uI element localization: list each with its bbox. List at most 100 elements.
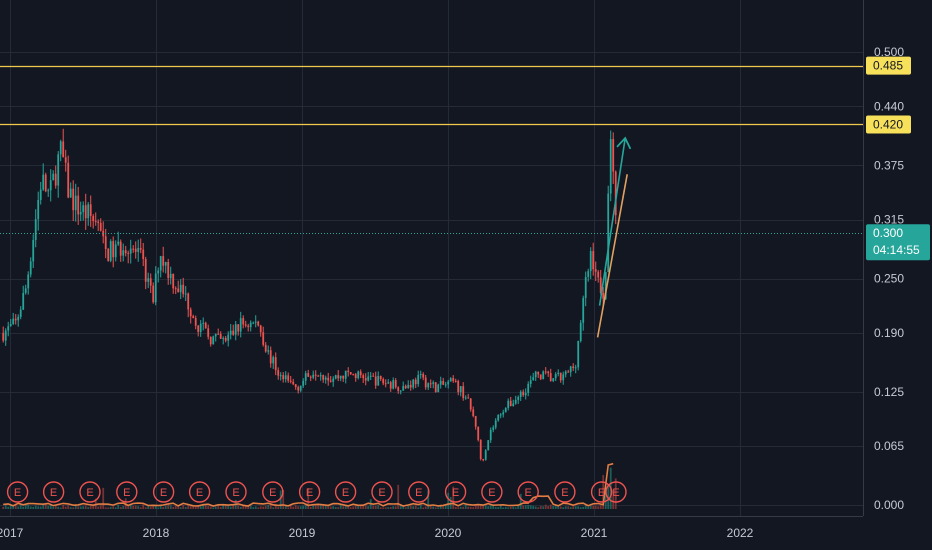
candle-body [385,383,387,384]
candle-body [500,414,502,415]
candle-body [610,139,612,194]
candle-body [430,383,432,384]
candle-body [180,285,182,292]
earnings-marker-label: E [14,487,21,499]
candle-body [422,374,424,378]
volume-bar [337,507,339,509]
candle-body [195,318,197,326]
candle-body [250,323,252,327]
candle-body [565,372,567,375]
earnings-marker-label: E [269,487,276,499]
volume-bar [462,507,464,509]
candle-body [22,293,24,310]
candle-body [482,459,484,460]
volume-bar [270,505,272,509]
volume-bar [45,505,47,509]
candle-body [507,401,509,408]
candle-body [182,285,184,294]
volume-bar [425,506,427,509]
volume-bar [352,506,354,509]
candle-body [315,375,317,376]
time-tick-label: 2017 [0,526,24,540]
candle-body [367,377,369,381]
volume-bar [40,507,42,509]
volume-bar [37,506,39,509]
candle-body [207,328,209,337]
volume-bar [332,506,334,509]
candle-body [612,139,614,172]
volume-bar [545,505,547,509]
volume-bar [140,507,142,509]
volume-bar [470,507,472,509]
candle-body [310,377,312,378]
volume-bar [415,506,417,509]
volume-bar [257,507,259,509]
candle-body [397,387,399,391]
volume-bar [477,505,479,509]
volume-bar [597,506,599,509]
volume-bar [82,506,84,509]
candle-body [602,293,604,299]
volume-bar [7,507,9,509]
volume-bar [110,507,112,509]
candle-body [165,262,167,266]
candle-body [345,371,347,379]
candle-body [87,204,89,218]
volume-bar [405,507,407,509]
volume-bar [157,507,159,509]
volume-bar [335,507,337,509]
candle-body [392,380,394,389]
volume-bar [320,505,322,509]
candle-body [170,274,172,278]
candle-body [202,323,204,324]
volume-bar [212,507,214,509]
volume-bar [392,506,394,509]
earnings-marker-label: E [561,487,568,499]
volume-bar [250,506,252,509]
volume-bar [315,505,317,509]
volume-bar [102,488,104,509]
candle-body [265,345,267,352]
volume-bar [260,506,262,509]
volume-bar [532,506,534,509]
volume-bar [205,505,207,509]
candle-body [27,275,29,289]
volume-bar [437,507,439,509]
volume-bar [467,507,469,509]
volume-bar [240,507,242,509]
candle-body [95,221,97,222]
candle-body [52,174,54,181]
volume-bar [595,506,597,509]
candle-body [487,440,489,450]
volume-bar [520,494,522,509]
candle-body [457,381,459,392]
candle-body [327,378,329,381]
candle-body [297,387,299,390]
volume-bar [297,506,299,509]
candle-body [425,378,427,388]
candle-body [517,397,519,400]
volume-bar [577,506,579,509]
volume-bar [560,506,562,509]
volume-bar [52,507,54,509]
candle-body [545,371,547,372]
volume-bar [457,507,459,509]
candle-body [45,175,47,192]
price-tick-label: 0.190 [874,326,904,340]
candle-body [370,376,372,377]
candle-body [255,322,257,323]
candle-body [557,373,559,374]
candle-body [112,241,114,257]
earnings-marker-label: E [50,487,57,499]
candle-body [567,372,569,373]
price-tick-label: 0.250 [874,272,904,286]
candle-body [555,374,557,378]
volume-bar [367,506,369,509]
volume-bar [180,507,182,509]
candle-body [30,261,32,274]
candle-body [412,380,414,388]
volume-bar [150,507,152,509]
volume-bar [422,507,424,509]
candle-body [365,378,367,381]
